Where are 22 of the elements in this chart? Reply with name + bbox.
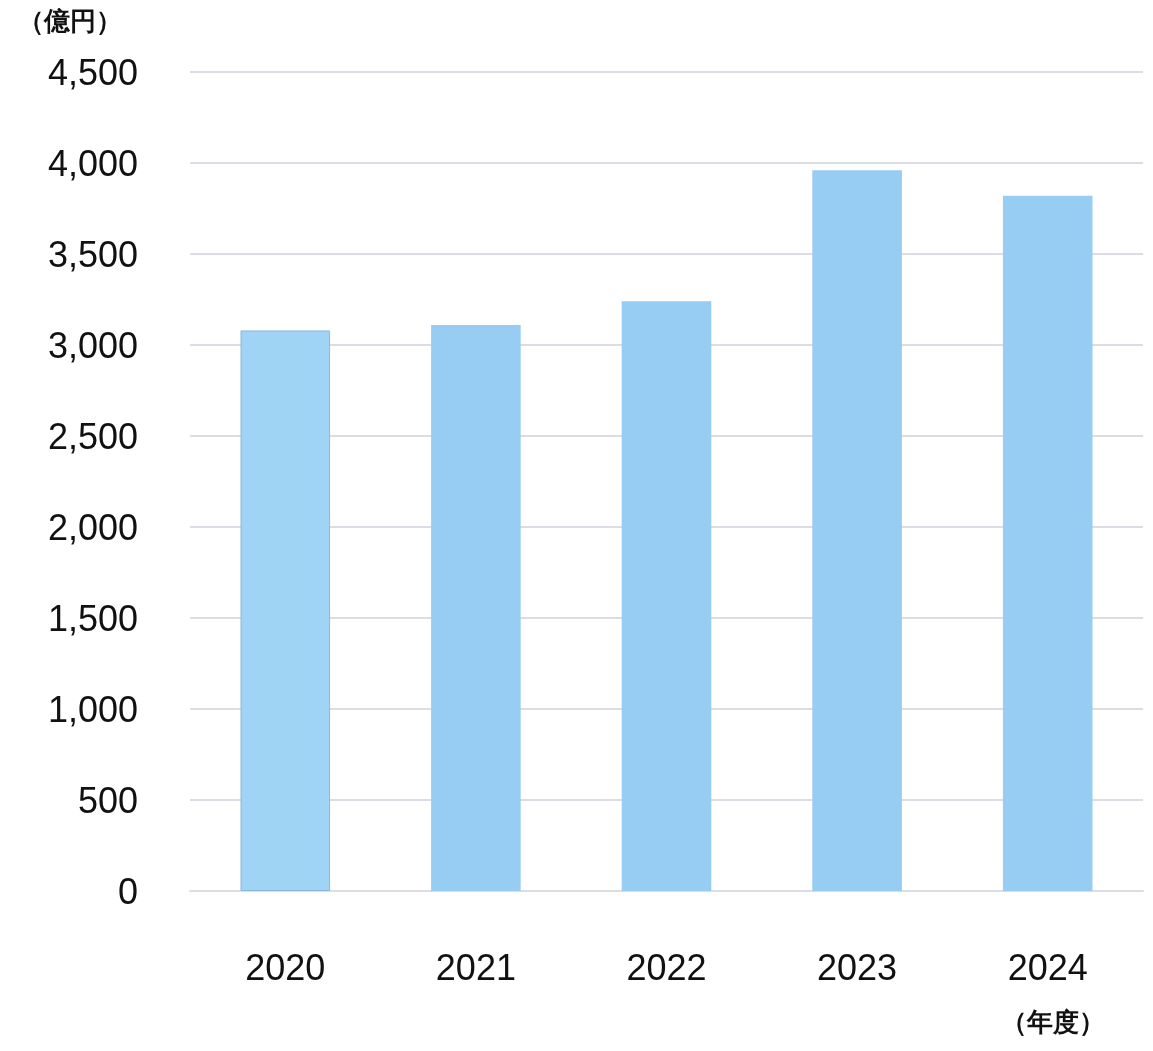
y-tick-label: 2,000	[47, 506, 138, 548]
x-tick-label: 2023	[817, 946, 898, 988]
y-axis-title: （億円）	[18, 6, 122, 36]
x-axis-title: （年度）	[1001, 1007, 1105, 1037]
y-tick-label: 0	[117, 870, 138, 912]
y-tick-label: 3,000	[47, 324, 138, 366]
y-tick-label: 500	[77, 779, 138, 821]
y-tick-label: 1,500	[47, 597, 138, 639]
y-tick-label: 4,500	[47, 51, 138, 93]
x-tick-label: 2021	[435, 946, 516, 988]
x-tick-label: 2022	[626, 946, 707, 988]
y-tick-label: 1,000	[47, 688, 138, 730]
bar	[240, 330, 331, 891]
x-tick-label: 2020	[245, 946, 326, 988]
y-tick-label: 2,500	[47, 415, 138, 457]
y-tick-label: 3,500	[47, 233, 138, 275]
x-tick-label: 2024	[1007, 946, 1088, 988]
bar	[621, 301, 712, 891]
bar	[1002, 195, 1093, 891]
bar	[812, 170, 902, 891]
y-tick-label: 4,000	[47, 142, 138, 184]
bar	[431, 324, 521, 891]
